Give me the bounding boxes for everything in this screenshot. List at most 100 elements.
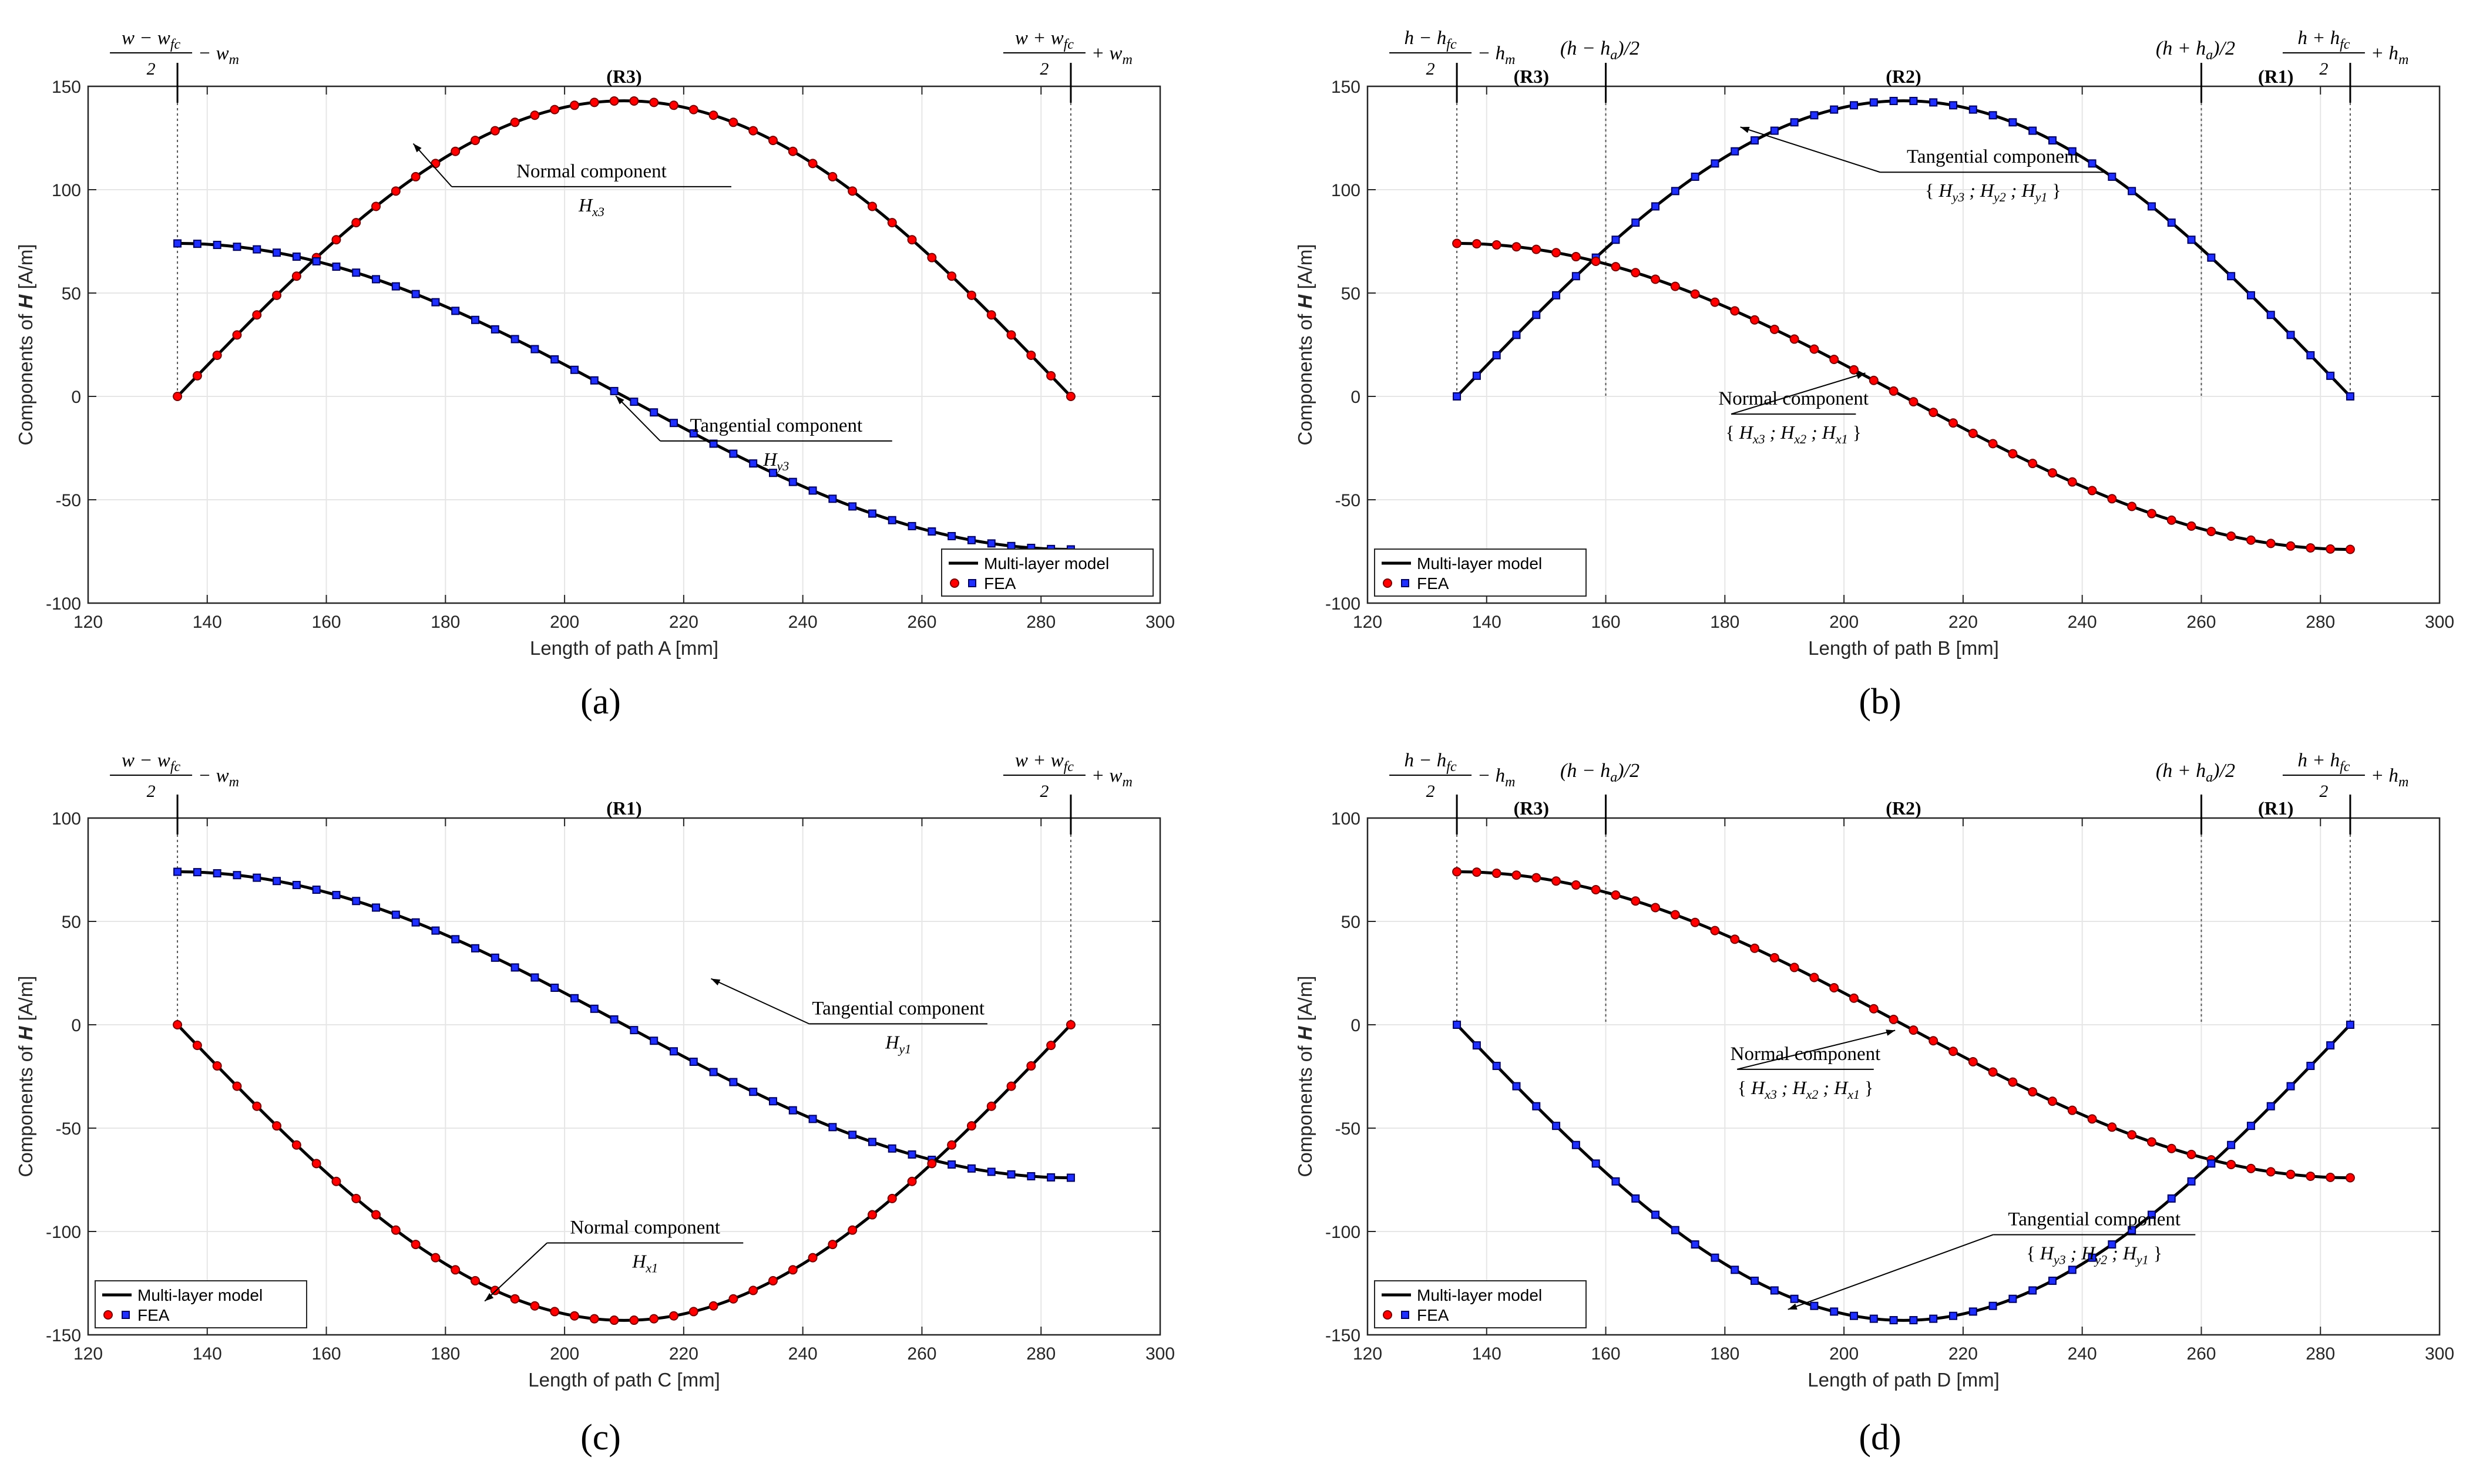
model-line — [176, 99, 1072, 398]
fea-point — [2186, 521, 2196, 531]
fea-point — [2107, 1122, 2117, 1132]
annotation-arrowhead — [413, 143, 422, 153]
fea-point — [1671, 187, 1679, 196]
x-tick-label: 200 — [1829, 1344, 1859, 1364]
model-line — [1457, 242, 2350, 551]
annotation-arrowhead — [1788, 1303, 1798, 1310]
x-tick-label: 220 — [669, 613, 698, 632]
fea-point — [1452, 867, 1462, 877]
fea-point — [2028, 1286, 2037, 1295]
fea-point — [689, 1058, 698, 1066]
fea-point — [589, 97, 599, 107]
fea-point — [192, 371, 202, 381]
fea-point — [867, 1210, 877, 1220]
boundary-formula-ha: (h + ha)/2 — [2156, 760, 2235, 785]
fea-point — [1948, 101, 1957, 110]
x-axis-label: Length of path B [mm] — [1808, 637, 1999, 659]
series-blue — [1453, 96, 2354, 401]
fea-point — [2047, 1096, 2057, 1106]
fea-point — [2028, 459, 2038, 469]
fea-point — [1968, 429, 1978, 439]
fea-point — [2008, 1077, 2018, 1087]
fea-point — [1929, 408, 1938, 418]
fea-point — [768, 469, 777, 477]
fea-point — [570, 100, 580, 110]
fea-point — [570, 994, 579, 1002]
fea-point — [1809, 344, 1819, 354]
x-tick-label: 180 — [1710, 1344, 1739, 1364]
legend-entry-fea: FEA — [984, 574, 1016, 593]
fea-point — [411, 1240, 421, 1250]
fea-point — [331, 1176, 341, 1186]
fea-point — [2008, 1294, 2017, 1303]
x-tick-label: 200 — [550, 613, 579, 632]
fea-point — [1770, 1286, 1779, 1295]
boundary-formula-tail: + hm — [2371, 765, 2408, 790]
y-tick-label: 100 — [52, 809, 81, 829]
fea-point — [2345, 544, 2355, 554]
fea-point — [928, 527, 936, 536]
fea-point — [1453, 392, 1462, 401]
fraction-denominator: 2 — [1426, 782, 1435, 801]
fea-point — [966, 290, 976, 300]
legend-entry-fea: FEA — [1417, 1306, 1449, 1324]
fea-point — [1810, 1301, 1819, 1310]
fea-point — [411, 918, 420, 927]
fea-point — [1690, 917, 1700, 927]
legend-blue-marker — [968, 579, 976, 587]
fea-point — [1730, 934, 1740, 944]
fea-point — [1532, 311, 1541, 319]
fea-point — [808, 159, 818, 169]
annotation-text: Normal component — [570, 1217, 720, 1239]
annotation-text: Tangential component — [2008, 1209, 2181, 1230]
fea-point — [1571, 880, 1581, 890]
fea-point — [2166, 515, 2176, 525]
fea-point — [610, 386, 619, 395]
fea-point — [550, 983, 559, 992]
fea-point — [1869, 1314, 1878, 1323]
boundary-formula: h + hfc 2 + hm — [2282, 750, 2408, 801]
fea-point — [1691, 1240, 1699, 1249]
annotation-leader — [484, 1242, 547, 1302]
fea-point — [2047, 468, 2057, 478]
y-tick-label: -150 — [46, 1326, 81, 1345]
fea-point — [2088, 159, 2097, 168]
x-tick-label: 280 — [1026, 613, 1056, 632]
fea-point — [490, 126, 500, 136]
fea-point — [431, 926, 440, 935]
fea-point — [273, 877, 281, 886]
fea-point — [471, 1276, 481, 1286]
boundary-formula-tail: − hm — [1477, 43, 1515, 68]
fea-point — [1552, 291, 1561, 300]
fea-point — [1611, 235, 1620, 244]
fea-point — [2246, 535, 2256, 545]
fea-point — [550, 105, 560, 115]
fea-point — [1491, 240, 1501, 250]
axes-box — [87, 817, 1161, 1336]
fea-point — [570, 365, 579, 374]
fea-point — [1909, 1316, 1918, 1325]
fea-point — [451, 307, 460, 315]
fea-point — [590, 376, 599, 385]
fea-point — [1492, 351, 1501, 359]
fea-point — [2306, 1062, 2315, 1071]
fea-point — [1790, 118, 1799, 127]
fea-point — [848, 1130, 857, 1139]
fea-point — [888, 516, 896, 524]
region-label: (R2) — [1886, 797, 1921, 819]
x-tick-label: 180 — [431, 613, 460, 632]
fea-point — [212, 1061, 222, 1071]
boundary-formula-numerator: h + hfc — [2297, 750, 2350, 775]
fea-point — [1571, 272, 1580, 281]
fea-point — [1571, 252, 1581, 262]
fea-point — [2128, 1226, 2136, 1234]
legend-entry-fea: FEA — [1417, 574, 1449, 593]
fea-point — [193, 868, 201, 877]
annotation-leader — [1736, 1029, 1896, 1070]
region-label: (R3) — [1514, 66, 1549, 87]
annotation-leader — [1788, 1234, 1994, 1310]
fea-point — [1988, 1301, 1997, 1310]
fea-point — [630, 398, 639, 406]
fea-point — [352, 268, 361, 277]
fea-point — [2147, 202, 2156, 211]
